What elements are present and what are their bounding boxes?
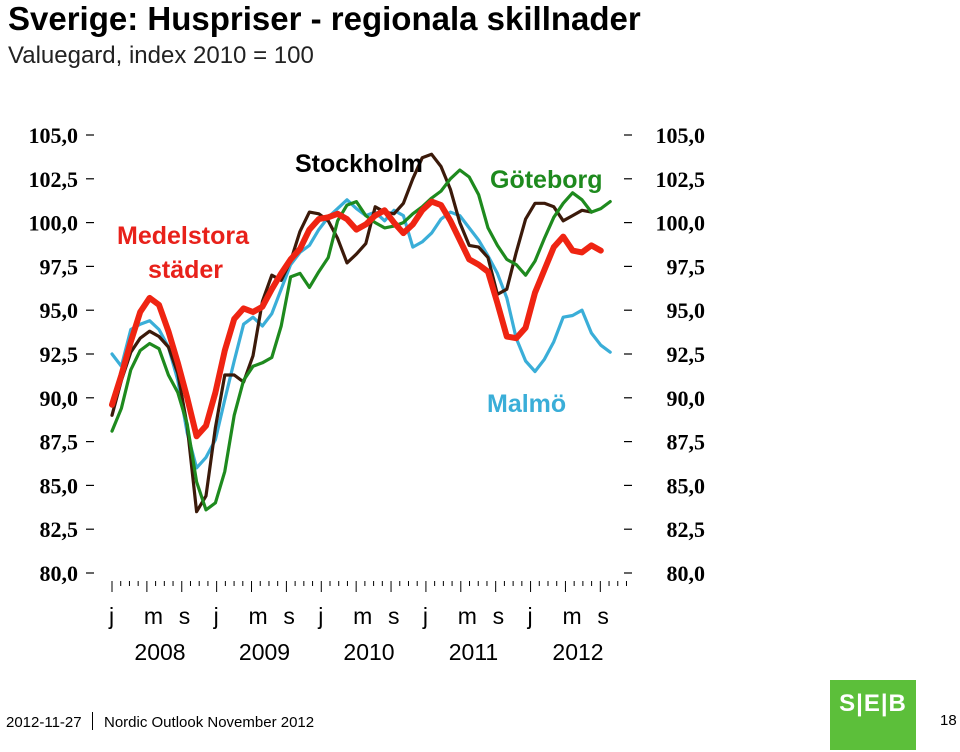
- x-year-label: 2010: [343, 639, 394, 665]
- page-number: 18: [940, 712, 957, 729]
- y-tick-label-right: 82,5: [667, 517, 706, 542]
- x-month-label: m: [353, 603, 372, 629]
- x-month-label: j: [422, 603, 428, 629]
- seb-logo-text: S|E|B: [839, 690, 907, 717]
- x-month-label: s: [179, 603, 191, 629]
- series-label-1: Göteborg: [490, 166, 603, 194]
- axes-group: 80,0 80,0 82,5 82,5 85,0 85,0 87,5 87,5 90,0 90,0…: [29, 123, 706, 665]
- y-tick-label-left: 90,0: [40, 386, 79, 411]
- y-tick-label-left: 97,5: [40, 254, 79, 279]
- series-labels: Stockholm Göteborg Medelstora städer Malmö: [117, 150, 603, 418]
- x-month-label: m: [458, 603, 477, 629]
- y-tick-label-right: 87,5: [667, 430, 706, 455]
- footer-publication: Nordic Outlook November 2012: [104, 714, 315, 731]
- series-line-1: [110, 152, 594, 514]
- seb-logo: S|E|B: [830, 680, 916, 750]
- series-lines: [109, 152, 612, 514]
- x-month-label: j: [108, 603, 114, 629]
- x-year-label: 2008: [134, 639, 185, 665]
- footer-separator: [92, 712, 93, 730]
- y-tick-label-right: 95,0: [667, 298, 706, 323]
- series-line-0: [110, 198, 612, 470]
- house-price-chart: 80,0 80,0 82,5 82,5 85,0 85,0 87,5 87,5 90,0 90,0…: [29, 123, 706, 665]
- y-tick-label-left: 82,5: [40, 517, 79, 542]
- chart-title: Sverige: Huspriser - regionala skillnade…: [8, 0, 641, 37]
- x-month-label: m: [562, 603, 581, 629]
- footer-date: 2012-11-27: [6, 714, 82, 731]
- x-month-label: j: [317, 603, 323, 629]
- y-tick-label-left: 87,5: [40, 430, 79, 455]
- series-line-3: [109, 198, 604, 440]
- y-tick-label-left: 80,0: [40, 561, 79, 586]
- x-year-label: 2012: [552, 639, 603, 665]
- y-tick-label-left: 85,0: [40, 473, 79, 498]
- x-year-label: 2009: [239, 639, 290, 665]
- x-month-label: s: [493, 603, 505, 629]
- y-tick-label-right: 97,5: [667, 254, 706, 279]
- x-month-label: m: [249, 603, 268, 629]
- x-month-label: s: [283, 603, 295, 629]
- y-tick-label-right: 105,0: [656, 123, 706, 148]
- y-tick-label-right: 90,0: [667, 386, 706, 411]
- x-month-label: j: [213, 603, 219, 629]
- x-month-label: s: [597, 603, 609, 629]
- chart-subtitle: Valuegard, index 2010 = 100: [8, 42, 314, 69]
- y-tick-label-right: 80,0: [667, 561, 706, 586]
- x-year-label: 2011: [449, 639, 498, 665]
- x-month-label: j: [527, 603, 533, 629]
- y-tick-label-left: 95,0: [40, 298, 79, 323]
- x-month-label: m: [144, 603, 163, 629]
- x-month-label: s: [388, 603, 400, 629]
- series-label-3: städer: [148, 256, 223, 284]
- y-tick-label-left: 100,0: [29, 211, 79, 236]
- y-tick-label-right: 92,5: [667, 342, 706, 367]
- y-tick-label-left: 105,0: [29, 123, 79, 148]
- series-line-2: [110, 168, 612, 512]
- series-label-4: Malmö: [487, 390, 566, 418]
- y-tick-label-right: 102,5: [656, 167, 706, 192]
- y-tick-label-right: 85,0: [667, 473, 706, 498]
- y-tick-label-right: 100,0: [656, 211, 706, 236]
- y-tick-label-left: 92,5: [40, 342, 79, 367]
- series-label-2: Medelstora: [117, 222, 250, 250]
- y-tick-label-left: 102,5: [29, 167, 79, 192]
- series-label-0: Stockholm: [295, 150, 423, 178]
